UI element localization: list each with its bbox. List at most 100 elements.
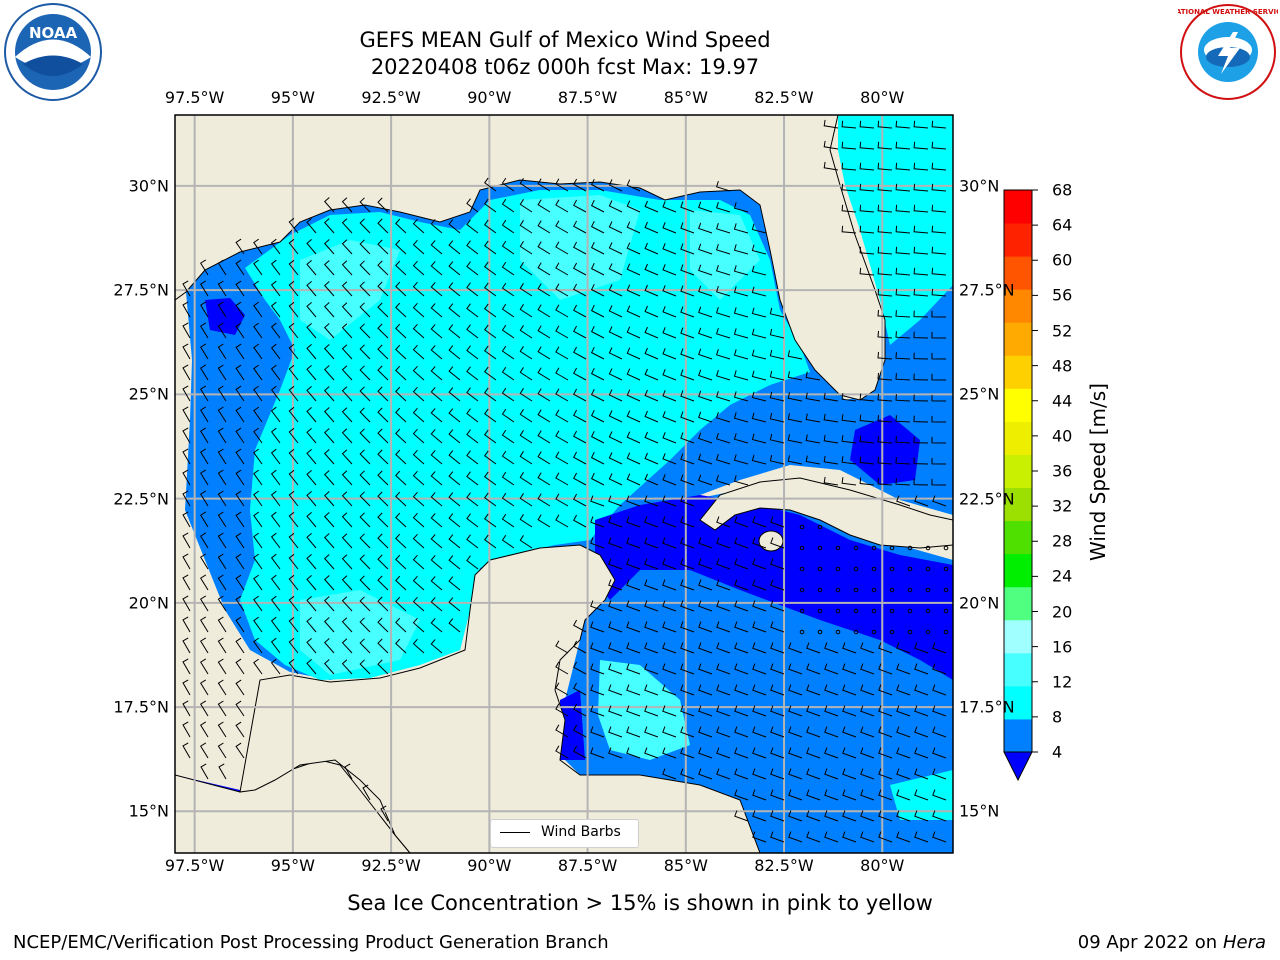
wind-barb bbox=[537, 304, 551, 318]
wind-barb bbox=[182, 658, 191, 675]
colorbar-tick-label: 64 bbox=[1052, 215, 1073, 235]
wind-barb bbox=[412, 428, 425, 444]
wind-barb bbox=[537, 283, 551, 297]
wind-barb bbox=[895, 141, 911, 150]
wind-barb bbox=[734, 705, 749, 717]
wind-barb bbox=[359, 386, 371, 402]
wind-barb bbox=[662, 705, 677, 717]
wind-barb-calm bbox=[835, 608, 841, 614]
wind-barb bbox=[896, 831, 911, 843]
wind-barb bbox=[608, 621, 623, 633]
wind-barb-calm bbox=[799, 629, 805, 635]
wind-barb bbox=[235, 280, 245, 297]
wind-barb bbox=[253, 427, 263, 444]
lon-tick-label: 97.5°W bbox=[164, 856, 225, 875]
wind-barb bbox=[913, 457, 929, 465]
wind-barb bbox=[501, 282, 515, 297]
wind-barb bbox=[448, 324, 461, 339]
wind-barb bbox=[217, 364, 227, 381]
footer-right: 09 Apr 2022 on Hera bbox=[1078, 932, 1266, 953]
wind-barb bbox=[931, 415, 947, 423]
wind-barb bbox=[895, 331, 911, 339]
wind-barb bbox=[537, 409, 551, 423]
wind-barb bbox=[573, 724, 587, 738]
wind-barb bbox=[288, 532, 299, 549]
wind-barb bbox=[896, 684, 911, 696]
wind-barb bbox=[555, 514, 569, 528]
wind-barb-calm bbox=[871, 608, 877, 614]
wind-barb bbox=[253, 385, 263, 402]
wind-barb bbox=[751, 412, 767, 423]
colorbar-swatch bbox=[1004, 454, 1032, 489]
wind-barb-calm bbox=[835, 587, 841, 593]
lat-tick-label: 20°N bbox=[128, 593, 169, 613]
wind-barb bbox=[842, 831, 857, 843]
wind-barb bbox=[626, 263, 641, 276]
wind-barb bbox=[235, 238, 245, 255]
wind-barb bbox=[715, 285, 731, 297]
wind-barb bbox=[716, 537, 731, 549]
wind-barb bbox=[644, 495, 659, 507]
wind-barb bbox=[359, 596, 371, 612]
wind-barb bbox=[573, 199, 587, 213]
wind-barb bbox=[787, 413, 803, 423]
wind-barb bbox=[626, 284, 641, 297]
wind-barb bbox=[860, 831, 875, 843]
wind-barb bbox=[200, 364, 209, 381]
wind-barb bbox=[626, 537, 641, 549]
wind-barb bbox=[662, 495, 677, 507]
wind-barb bbox=[306, 344, 317, 360]
wind-barb bbox=[484, 408, 497, 423]
wind-barb bbox=[323, 344, 335, 360]
wind-barb bbox=[235, 427, 245, 444]
wind-barb bbox=[680, 222, 695, 234]
wind-barb bbox=[430, 324, 443, 339]
wind-barb bbox=[217, 637, 227, 654]
wind-barb-calm bbox=[799, 566, 805, 572]
wind-barb bbox=[715, 243, 731, 255]
wind-barb bbox=[323, 638, 335, 654]
wind-barb bbox=[859, 267, 875, 276]
wind-barb bbox=[235, 532, 245, 549]
wind-barb bbox=[626, 410, 641, 423]
wind-barb bbox=[662, 474, 677, 486]
wind-barb bbox=[466, 366, 479, 381]
wind-barb bbox=[288, 406, 299, 423]
wind-barb bbox=[573, 640, 587, 654]
wind-barb bbox=[395, 575, 407, 591]
wind-barb-calm bbox=[907, 629, 913, 635]
wind-barb-calm bbox=[799, 545, 805, 551]
wind-barb bbox=[734, 579, 749, 591]
wind-barb bbox=[484, 450, 497, 465]
wind-barb bbox=[931, 141, 947, 150]
wind-barb-calm bbox=[871, 545, 877, 551]
wind-barb bbox=[484, 387, 497, 402]
wind-barb bbox=[573, 661, 587, 675]
wind-barb bbox=[270, 259, 281, 276]
wind-barb bbox=[341, 575, 353, 591]
cuba-land bbox=[699, 477, 953, 549]
wind-barb bbox=[341, 617, 353, 633]
wind-barb bbox=[200, 574, 209, 591]
wind-barb bbox=[895, 225, 911, 234]
wind-barb bbox=[752, 789, 767, 801]
wind-barb bbox=[537, 220, 551, 234]
wind-barb bbox=[555, 430, 569, 444]
wind-barb bbox=[769, 307, 785, 318]
wind-barb bbox=[200, 469, 209, 486]
colorbar-tick-label: 60 bbox=[1052, 250, 1073, 270]
wind-barb-calm bbox=[925, 545, 931, 551]
wind-barb bbox=[501, 261, 515, 276]
wind-barb bbox=[715, 264, 731, 276]
wind-barb bbox=[626, 663, 641, 675]
wind-barb bbox=[288, 280, 299, 297]
wind-barb bbox=[235, 301, 245, 318]
wind-barb bbox=[200, 448, 209, 465]
wind-barb bbox=[377, 617, 389, 633]
wind-barb bbox=[770, 558, 785, 570]
wind-barb bbox=[878, 768, 893, 780]
wind-barb bbox=[733, 328, 749, 339]
wind-barb bbox=[698, 474, 713, 486]
lon-tick-label: 80°W bbox=[860, 88, 905, 107]
wind-barb bbox=[806, 705, 821, 717]
